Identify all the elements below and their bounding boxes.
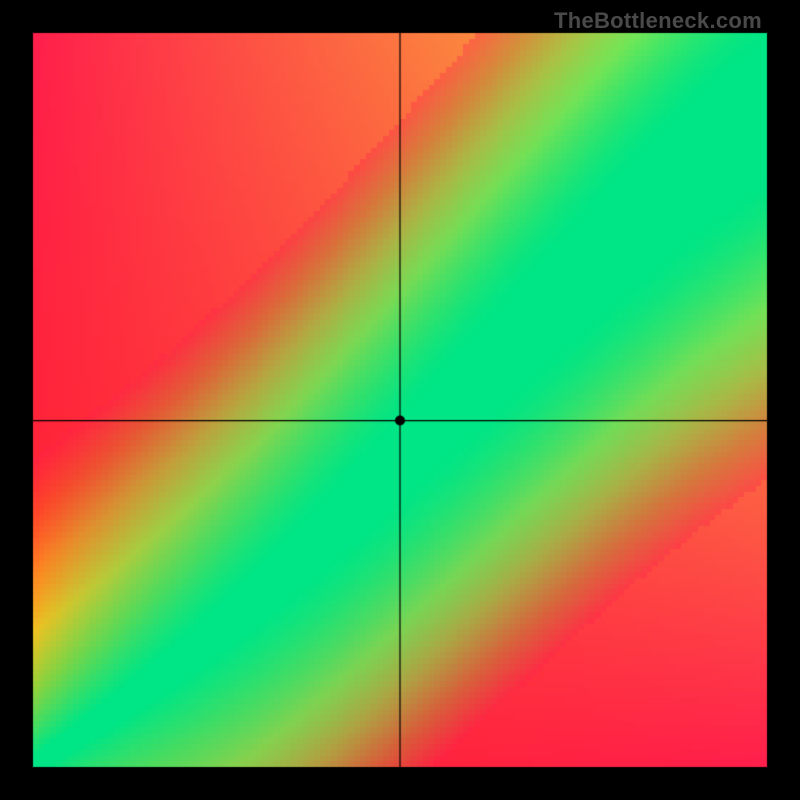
watermark-text: TheBottleneck.com	[554, 8, 762, 34]
chart-frame: TheBottleneck.com	[0, 0, 800, 800]
heatmap-canvas	[0, 0, 800, 800]
